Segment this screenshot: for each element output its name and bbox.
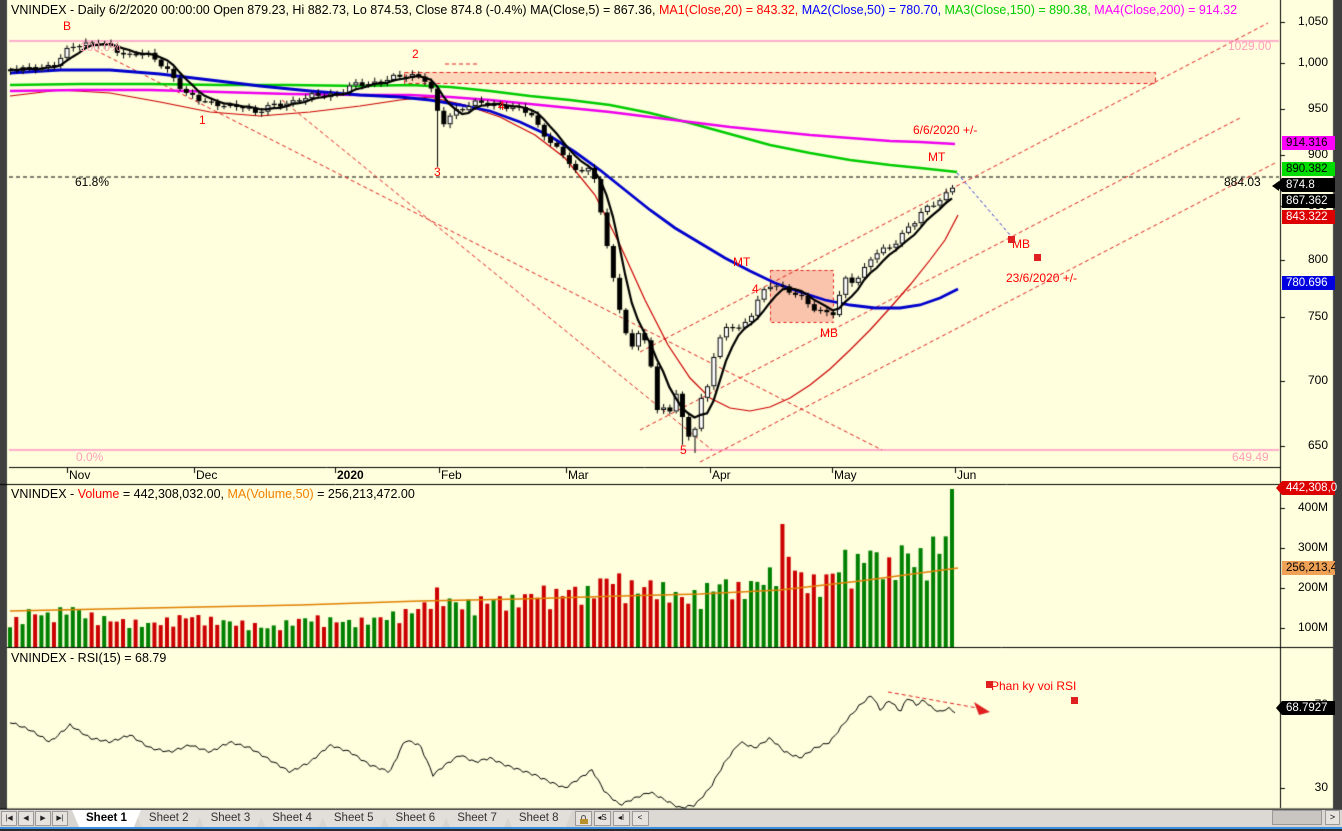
sheet-tab-bar: |◀ ◀ ▶ ▶| Sheet 1 Sheet 2 Sheet 3 Sheet 4 Sheet …	[0, 809, 1342, 827]
x-axis-label-2020: 2020	[337, 468, 364, 482]
volume-title-segment-3: MA(Volume,50)	[227, 487, 314, 501]
volume-title-segment-2: = 442,308,032.00,	[119, 487, 228, 501]
price-tag-843.322: 843.322	[1282, 210, 1335, 224]
annotation-handle-square-0[interactable]	[1008, 236, 1015, 243]
annotation-handle-square-1[interactable]	[1034, 254, 1041, 261]
tab-sheet-3[interactable]: Sheet 3	[197, 810, 265, 827]
x-axis-label-Feb: Feb	[441, 468, 462, 482]
annotation-4-5: 4	[498, 99, 505, 113]
annotation-0-0--16: 0.0%	[76, 450, 104, 464]
sheet-nav-prev-button[interactable]: ◀	[18, 811, 34, 826]
tool-i-panel-button[interactable]: ◂I	[612, 811, 630, 826]
main-chart-title: VNINDEX - Daily 6/2/2020 00:00:00 Open 8…	[11, 3, 1237, 17]
volume-tag-256,213,4: 256,213,4	[1282, 561, 1335, 575]
window-bottom-accent	[0, 827, 1342, 829]
lock-icon-shackle	[580, 815, 586, 820]
annotation-mt-10: MT	[928, 150, 946, 164]
annotation-b-0: B	[63, 19, 72, 33]
volume-title-segment-0: VNINDEX -	[11, 487, 78, 501]
annotation-6-6-2020--11: 6/6/2020 +/-	[913, 123, 978, 137]
annotation-mt-8: MT	[733, 255, 751, 269]
rsi-title-text: VNINDEX - RSI(15) = 68.79	[11, 651, 167, 665]
volume-title-segment-1: Volume	[77, 487, 120, 501]
price-tag-780.696: 780.696	[1282, 276, 1335, 290]
volume-tag-442,308,0-pointer	[1276, 481, 1282, 495]
window-bottom-edge	[0, 829, 1342, 831]
lock-icon-body	[579, 819, 588, 824]
x-axis-label-May: May	[834, 468, 857, 482]
x-axis-label-Apr: Apr	[712, 468, 731, 482]
annotation-23-6-2020--13: 23/6/2020 +/-	[1006, 271, 1078, 285]
x-axis-label-Nov: Nov	[69, 468, 91, 482]
main-title-segment-4: MA4(Close,200) = 914.32	[1094, 3, 1238, 17]
volume-axis-tick-300M: 300M	[1297, 540, 1328, 554]
price-volume-rsi-chart-canvas[interactable]	[0, 0, 1342, 809]
price-tag-890.382: 890.382	[1282, 162, 1335, 176]
annotation-649-49-18: 649.49	[1232, 450, 1269, 464]
volume-axis-tick-400M: 400M	[1297, 500, 1328, 514]
annotation-4-6: 4	[752, 282, 759, 296]
horizontal-scrollbar-thumb[interactable]	[1272, 810, 1322, 825]
volume-title-segment-4: = 256,213,472.00	[313, 487, 415, 501]
price-tag-874.8: 874.8	[1276, 178, 1335, 192]
annotation-phan-ky-voi-rsi-19: Phan ky voi RSI	[991, 679, 1077, 693]
main-title-segment-3: MA3(Close,150) = 890.38,	[944, 3, 1095, 17]
price-axis-tick-750: 750	[1307, 309, 1328, 323]
tab-sheet-5[interactable]: Sheet 5	[320, 810, 388, 827]
main-title-segment-1: MA1(Close,20) = 843.32,	[658, 3, 802, 17]
price-axis-tick-1,000: 1,000	[1297, 55, 1328, 69]
price-tag-914.316: 914.316	[1282, 136, 1335, 150]
tool-lock-button[interactable]	[574, 811, 592, 826]
annotation-mb-9: MB	[820, 326, 838, 340]
annotation-61-8--14: 61.8%	[75, 175, 110, 189]
price-tag-867.362: 867.362	[1282, 194, 1335, 208]
tab-sheet-2[interactable]: Sheet 2	[135, 810, 203, 827]
tab-sheet-8[interactable]: Sheet 8	[505, 810, 573, 827]
rsi-tag-68.7927-pointer	[1276, 701, 1282, 715]
annotation-5-7: 5	[680, 443, 687, 457]
price-axis-tick-700: 700	[1307, 373, 1328, 387]
rsi-axis-tick-30: 30	[1314, 780, 1328, 794]
main-title-segment-2: MA2(Close,50) = 780.70,	[801, 3, 945, 17]
sheet-nav-last-button[interactable]: ▶|	[52, 811, 68, 826]
tab-sheet-7[interactable]: Sheet 7	[443, 810, 511, 827]
price-axis-tick-650: 650	[1307, 438, 1328, 452]
x-axis-label-Jun: Jun	[957, 468, 977, 482]
tab-bar-scroll-track[interactable]	[648, 811, 1342, 826]
x-axis-label-Dec: Dec	[196, 468, 218, 482]
annotation-handle-square-3[interactable]	[1071, 697, 1078, 704]
annotation-1029-00-17: 1029.00	[1228, 39, 1272, 53]
sheet-nav-first-button[interactable]: |◀	[1, 811, 17, 826]
price-axis-tick-950: 950	[1307, 101, 1328, 115]
volume-axis-tick-100M: 100M	[1297, 620, 1328, 634]
annotation-handle-square-2[interactable]	[986, 681, 993, 688]
tool-scroll-left-button[interactable]: <	[631, 811, 649, 826]
tab-sheet-6[interactable]: Sheet 6	[382, 810, 450, 827]
rsi-panel-title: VNINDEX - RSI(15) = 68.79	[11, 651, 166, 665]
scroll-right-button[interactable]: >	[1325, 810, 1340, 825]
annotation-884-03-15: 884.03	[1224, 175, 1261, 189]
price-axis-tick-900: 900	[1307, 147, 1328, 161]
price-axis-tick-1,050: 1,050	[1297, 14, 1328, 28]
sheet-nav-next-button[interactable]: ▶	[35, 811, 51, 826]
tool-s-panel-button[interactable]: ◂S	[593, 811, 611, 826]
fib-618-right-marker	[1272, 181, 1279, 191]
annotation-2-3: 2	[412, 47, 419, 61]
volume-axis-tick-200M: 200M	[1297, 580, 1328, 594]
price-axis-tick-800: 800	[1307, 252, 1328, 266]
price-tag-874.8-pointer	[1276, 178, 1282, 192]
volume-tag-442,308,0: 442,308,0	[1276, 481, 1337, 495]
main-title-segment-0: VNINDEX - Daily 6/2/2020 00:00:00 Open 8…	[11, 3, 659, 17]
annotation-1-2: 1	[199, 113, 206, 127]
annotation-mb-12: MB	[1012, 237, 1030, 251]
tab-sheet-1[interactable]: Sheet 1	[72, 810, 141, 827]
tab-sheet-4[interactable]: Sheet 4	[258, 810, 326, 827]
volume-panel-title: VNINDEX - Volume = 442,308,032.00, MA(Vo…	[11, 487, 415, 501]
rsi-tag-68.7927: 68.7927	[1276, 701, 1335, 715]
x-axis-label-Mar: Mar	[568, 468, 589, 482]
annotation-3-4: 3	[434, 165, 441, 179]
annotation-100-0--1: 100.0%	[80, 40, 121, 54]
